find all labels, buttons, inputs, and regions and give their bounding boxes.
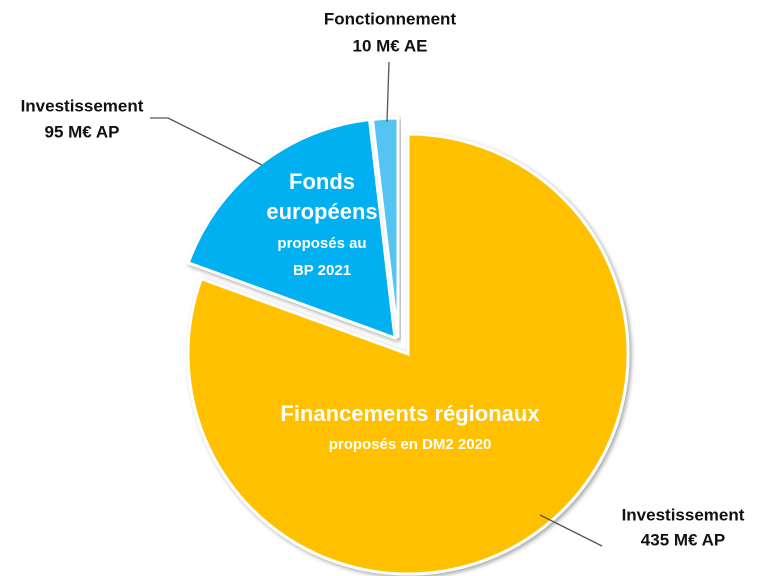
leader-line (167, 117, 263, 166)
leader-line (539, 514, 603, 547)
slice-inner-label: européens (266, 199, 377, 224)
slice-inner-label: proposés au (277, 235, 366, 252)
slice-category-label: Fonctionnement (324, 9, 457, 28)
slice-inner-label: Financements régionaux (280, 401, 540, 426)
slice-category-label: Investissement (622, 505, 745, 524)
slice-inner-label: Fonds (289, 169, 355, 194)
leader-line (386, 61, 390, 123)
pie-slice (186, 117, 397, 341)
pie-slice (186, 132, 630, 576)
slice-inner-label: proposés en DM2 2020 (329, 436, 492, 453)
slice-value-label: 435 M€ AP (641, 530, 725, 549)
slice-category-label: Investissement (21, 96, 144, 115)
pie-slice (370, 116, 400, 339)
slice-value-label: 10 M€ AE (353, 36, 428, 55)
slice-value-label: 95 M€ AP (45, 122, 120, 141)
slice-inner-label: BP 2021 (293, 262, 351, 279)
